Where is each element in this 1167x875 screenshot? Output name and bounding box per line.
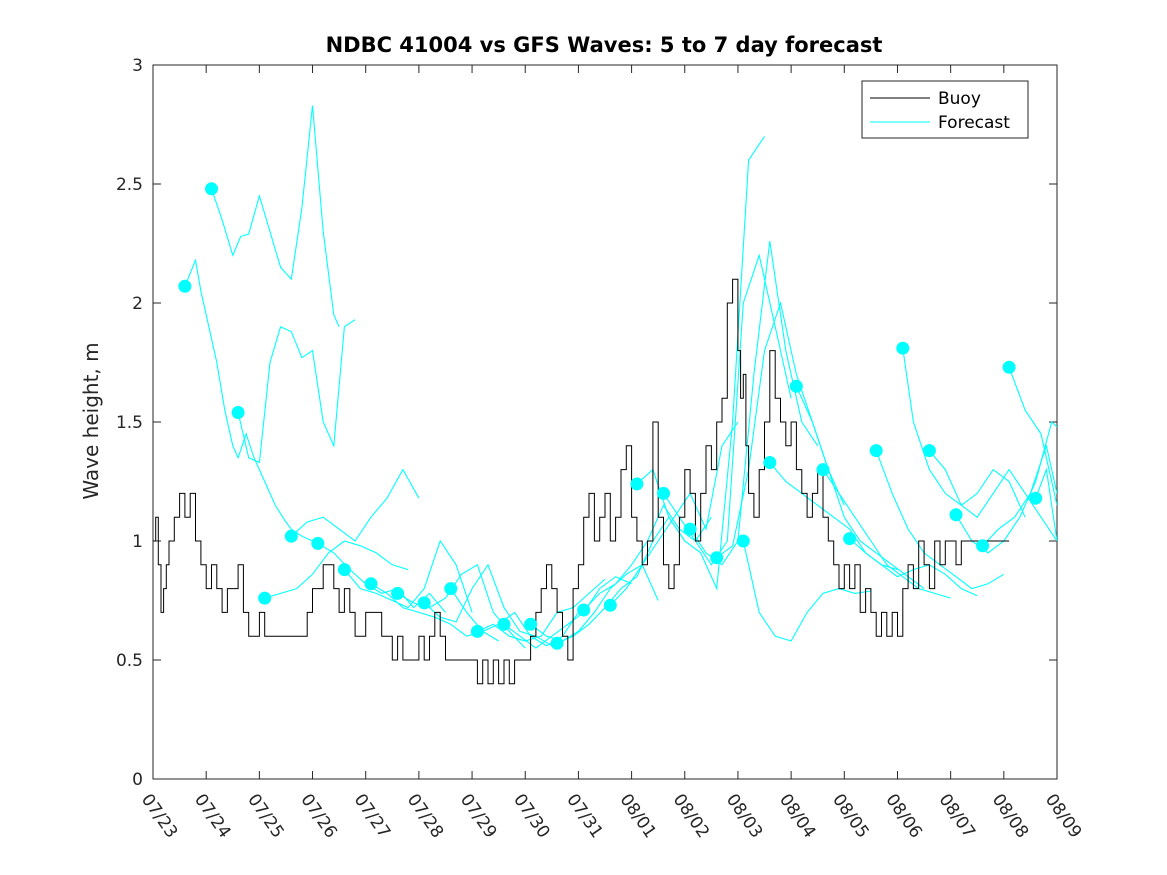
x-tick-label: 07/23 [137,790,181,842]
forecast-marker [922,444,936,458]
forecast-line [184,258,313,542]
forecast-line [530,564,659,642]
forecast-line [477,578,606,642]
forecast-marker [896,341,910,355]
forecast-marker [976,539,990,553]
forecast-marker [736,534,750,548]
legend-box [861,80,1029,139]
x-tick-label: 08/01 [615,790,659,842]
legend: Buoy Forecast [861,80,1029,139]
series-group [153,105,1057,685]
forecast-line [290,468,420,542]
x-tick-label: 07/25 [243,790,287,842]
forecast-marker [364,577,378,591]
forecast-line [264,540,409,599]
forecast-line [237,319,356,464]
y-axis-label: Wave height, m [79,342,103,499]
forecast-marker [417,596,431,610]
forecast-marker [710,551,724,565]
forecast-marker [843,532,857,546]
forecast-marker [577,603,591,617]
legend-label: Forecast [938,113,1010,133]
x-tick-label: 07/31 [562,790,606,842]
forecast-marker [337,563,351,577]
forecast-marker [178,279,192,293]
forecast-line [1008,367,1057,506]
forecast-marker [284,529,298,543]
forecast-marker [1002,360,1016,374]
y-tick-label: 1.5 [116,413,143,433]
forecast-line [982,443,1057,547]
forecast-marker [444,582,458,596]
forecast-line [609,421,739,606]
legend-label: Buoy [938,89,981,109]
y-tick-label: 1 [132,532,143,552]
x-tick-label: 07/30 [509,790,553,842]
forecast-line [822,469,951,599]
y-tick-label: 3 [132,56,143,76]
forecast-marker [1029,491,1043,505]
y-tick-label: 2 [132,294,143,314]
forecast-line [955,420,1057,554]
forecast-marker [497,617,511,631]
x-tick-label: 07/26 [296,790,340,842]
x-tick-label: 08/03 [722,790,766,842]
x-tick-label: 07/24 [190,790,234,842]
y-tick-label: 0 [132,770,143,790]
forecast-marker [869,444,883,458]
forecast-marker [231,406,245,419]
buoy-line [153,278,1010,685]
forecast-marker [949,508,963,522]
x-tick-label: 08/05 [828,790,872,842]
forecast-line [343,539,473,613]
forecast-marker [550,636,564,650]
x-tick-label: 08/02 [669,790,713,842]
forecast-marker [258,591,272,605]
x-tick-label: 08/09 [1041,790,1085,842]
x-tick-label: 08/04 [775,790,819,842]
forecast-line [423,563,553,647]
forecast-marker [816,463,830,477]
forecast-line [210,105,340,328]
x-tick-label: 07/29 [456,790,500,842]
forecast-marker [524,617,538,631]
forecast-marker [470,624,484,638]
x-tick-label: 08/06 [881,790,925,842]
y-tick-label: 2.5 [116,175,143,195]
forecast-line [663,253,792,566]
axes-box [152,64,1058,780]
forecast-line [742,540,871,642]
forecast-marker [603,598,617,612]
forecast-marker [763,456,777,469]
forecast-marker [311,536,325,550]
forecast-marker [630,477,644,491]
forecast-marker [789,379,803,393]
x-tick-label: 07/27 [350,790,394,842]
forecast-marker [391,586,405,600]
forecast-marker [205,182,218,196]
x-tick-label: 08/08 [988,790,1032,842]
forecast-marker [657,486,670,500]
forecast-line [503,576,632,649]
x-tick-label: 07/28 [403,790,447,842]
chart-title: NDBC 41004 vs GFS Waves: 5 to 7 day fore… [326,33,883,57]
forecast-line [795,386,925,590]
forecast-line [928,450,1057,542]
x-tick-label: 08/07 [935,790,979,842]
forecast-line [1035,467,1057,542]
y-tick-label: 0.5 [116,651,143,671]
forecast-marker [683,522,697,536]
